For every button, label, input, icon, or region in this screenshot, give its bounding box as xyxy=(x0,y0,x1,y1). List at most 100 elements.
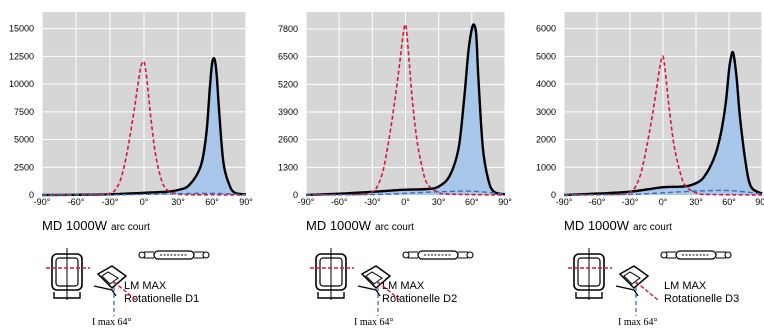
luminaire-diagram xyxy=(310,248,474,316)
x-tick-label: 0° xyxy=(659,197,668,207)
lamp-tube xyxy=(417,250,459,260)
intensity-chart: -90° -60° -30° 0° 30° 60° 90° 0 2500 5000 7500 1000… xyxy=(9,12,253,207)
projector-front-view xyxy=(310,248,354,300)
x-tick-label: 90° xyxy=(239,197,253,207)
lamp-variant: Rotationelle D3 xyxy=(664,293,740,305)
model-name: MD 1000W xyxy=(306,218,372,233)
lamp-socket-left xyxy=(402,251,410,259)
photometric-panel-1: -90° -60° -30° 0° 30° 60° 90° 0 2500 5000 7500 1000… xyxy=(0,0,254,329)
projector-front-view xyxy=(46,248,90,300)
lamp-leads xyxy=(666,251,726,259)
model-label: MD 1000W arc court xyxy=(564,218,672,233)
lamp-leads xyxy=(408,251,468,259)
y-tick-label: 1000 xyxy=(536,162,556,172)
model-label: MD 1000W arc court xyxy=(42,218,150,233)
projector-side-body xyxy=(96,265,128,290)
projector-side-bracket xyxy=(615,285,639,297)
y-tick-label: 7500 xyxy=(14,107,34,117)
model-name: MD 1000W xyxy=(42,218,108,233)
lamp-variant: Rotationelle D2 xyxy=(382,293,458,305)
projector-side-body xyxy=(360,265,392,290)
y-tick-label: 7800 xyxy=(278,24,298,34)
x-tick-label: 60° xyxy=(465,197,479,207)
lamp-tube xyxy=(153,250,195,260)
lamp-icon xyxy=(138,250,210,260)
imax-label: I max 64° xyxy=(618,317,658,328)
x-tick-label: 90° xyxy=(498,197,512,207)
x-tick-label: 0° xyxy=(140,197,149,207)
x-tick-label: 90° xyxy=(755,197,764,207)
y-tick-label: 10000 xyxy=(9,79,34,89)
max-intensity-line xyxy=(113,281,137,301)
y-tick-label: 0 xyxy=(29,190,34,200)
rotational-intensity-line xyxy=(305,23,506,197)
model-label: MD 1000W arc court xyxy=(306,218,414,233)
lamp-name: LM MAX xyxy=(664,280,707,292)
transversal-intensity-line xyxy=(563,189,763,196)
y-tick-label: 6500 xyxy=(278,52,298,62)
lamp-name-block: LM MAX Rotationelle D1 xyxy=(124,280,199,306)
x-tick-label: -60° xyxy=(68,197,85,207)
projector-side-view xyxy=(357,265,401,316)
projector-side-lens xyxy=(365,271,383,285)
lamp-leads xyxy=(144,251,204,259)
x-tick-label: -90° xyxy=(556,197,573,207)
photometric-panel-3: -90° -60° -30° 0° 30° 60° 90° 0 1000 2000 3000 4000… xyxy=(508,0,764,329)
x-tick-label: -60° xyxy=(589,197,606,207)
projector-side-bracket xyxy=(93,285,117,297)
intensity-chart: -90° -60° -30° 0° 30° 60° 90° 0 1300 2600 3900 5200… xyxy=(278,12,512,207)
transversal-intensity-line xyxy=(305,190,506,196)
rotational-intensity-area xyxy=(564,52,762,196)
projector-bracket xyxy=(53,292,81,299)
longitudinal-intensity-line xyxy=(563,55,763,196)
intensity-chart: -90° -60° -30° 0° 30° 60° 90° 0 1000 2000 3000 4000… xyxy=(536,12,764,207)
max-intensity-line xyxy=(635,281,659,301)
y-tick-label: 3900 xyxy=(278,107,298,117)
lamp-name-block: LM MAX Rotationelle D2 xyxy=(382,280,457,306)
projector-side-bracket xyxy=(357,285,381,297)
imax-label: I max 64° xyxy=(92,317,132,328)
y-tick-label: 4000 xyxy=(536,79,556,89)
y-tick-label: 0 xyxy=(293,190,298,200)
longitudinal-intensity-line xyxy=(305,23,506,196)
x-tick-label: -30° xyxy=(102,197,119,207)
rotational-intensity-area xyxy=(42,58,246,196)
model-name: MD 1000W xyxy=(564,218,630,233)
lamp-icon xyxy=(660,250,732,260)
x-tick-label: 30° xyxy=(171,197,185,207)
rotational-intensity-area xyxy=(306,24,505,196)
lamp-socket-right xyxy=(466,251,474,259)
y-tick-label: 1300 xyxy=(278,162,298,172)
x-tick-label: -30° xyxy=(622,197,639,207)
lamp-name-block: LM MAX Rotationelle D3 xyxy=(664,280,739,306)
y-tick-label: 5000 xyxy=(14,135,34,145)
y-tick-label: 2500 xyxy=(14,162,34,172)
projector-front-view xyxy=(568,248,612,300)
x-tick-label: -90° xyxy=(34,197,51,207)
transversal-intensity-line xyxy=(41,192,247,196)
lamp-socket-left xyxy=(660,251,668,259)
y-tick-label: 12500 xyxy=(9,51,34,61)
lamp-name: LM MAX xyxy=(382,280,425,292)
projector-side-body xyxy=(618,265,650,290)
x-tick-label: 30° xyxy=(689,197,703,207)
photometric-panel-2: -90° -60° -30° 0° 30° 60° 90° 0 1300 2600 3900 5200… xyxy=(254,0,512,329)
y-tick-label: 5200 xyxy=(278,79,298,89)
lamp-socket-right xyxy=(202,251,210,259)
y-tick-label: 3000 xyxy=(536,107,556,117)
lamp-variant: Rotationelle D1 xyxy=(124,293,200,305)
y-tick-label: 5000 xyxy=(536,51,556,61)
max-intensity-line xyxy=(377,281,401,301)
projector-bracket xyxy=(575,292,603,299)
x-tick-label: 60° xyxy=(722,197,736,207)
y-tick-label: 0 xyxy=(551,190,556,200)
y-tick-label: 15000 xyxy=(9,24,34,34)
rotational-intensity-line xyxy=(41,56,247,197)
luminaire-diagram xyxy=(46,248,210,316)
arc-type: arc court xyxy=(375,222,414,233)
x-tick-label: 30° xyxy=(432,197,446,207)
x-tick-label: 60° xyxy=(205,197,219,207)
x-tick-label: -60° xyxy=(331,197,348,207)
y-tick-label: 2600 xyxy=(278,135,298,145)
projector-side-lens xyxy=(101,271,119,285)
